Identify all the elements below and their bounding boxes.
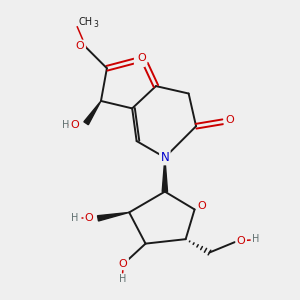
Text: O: O [119, 259, 128, 269]
Text: O: O [137, 53, 146, 64]
Text: O: O [85, 213, 94, 224]
Text: H: H [61, 120, 69, 130]
Text: H: H [71, 213, 78, 223]
Polygon shape [98, 212, 129, 221]
Polygon shape [162, 158, 167, 192]
Text: O: O [135, 56, 144, 66]
Text: O: O [237, 236, 246, 246]
Text: CH: CH [79, 17, 93, 27]
Text: N: N [160, 151, 169, 164]
Text: H: H [119, 274, 126, 284]
Text: H: H [252, 234, 259, 244]
Text: O: O [198, 202, 206, 212]
Text: O: O [225, 115, 234, 125]
Polygon shape [84, 101, 101, 125]
Text: O: O [76, 41, 85, 51]
Text: 3: 3 [94, 20, 98, 29]
Text: O: O [70, 120, 79, 130]
